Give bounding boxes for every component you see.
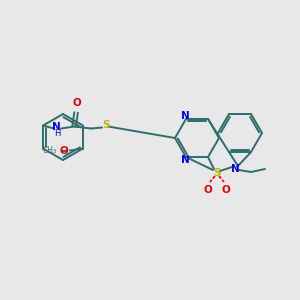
Text: O: O [204, 185, 212, 195]
Text: S: S [102, 119, 110, 130]
Text: S: S [213, 168, 221, 178]
Text: N: N [231, 164, 239, 174]
Text: N: N [52, 122, 61, 133]
Text: O: O [222, 185, 230, 195]
Text: H: H [54, 129, 60, 138]
Text: N: N [181, 155, 189, 165]
Text: O: O [73, 98, 82, 107]
Text: O: O [59, 146, 68, 155]
Text: CH₃: CH₃ [43, 146, 57, 155]
Text: N: N [181, 111, 189, 121]
